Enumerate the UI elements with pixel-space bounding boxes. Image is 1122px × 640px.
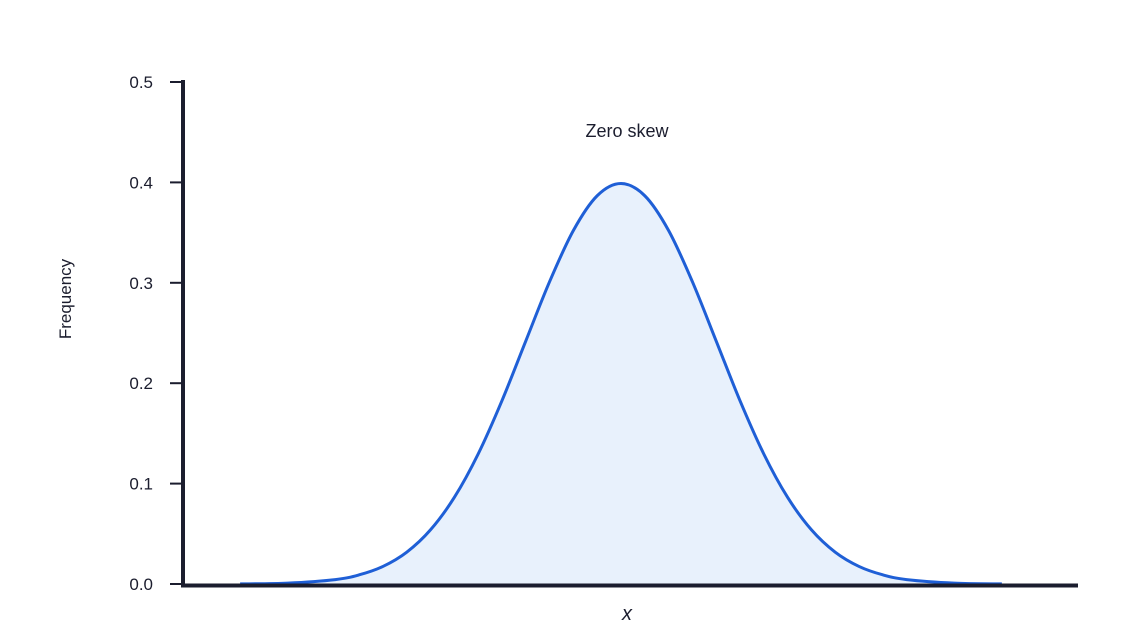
distribution-curve bbox=[240, 182, 1002, 586]
y-tick-label: 0.5 bbox=[129, 73, 153, 92]
y-ticks: 0.0 0.1 0.2 0.3 0.4 0.5 bbox=[129, 73, 183, 594]
distribution-area-fill bbox=[240, 183, 1002, 584]
y-tick-label: 0.4 bbox=[129, 173, 153, 192]
y-tick-label: 0.0 bbox=[129, 575, 153, 594]
area-layer bbox=[240, 182, 1002, 586]
axes: 0.0 0.1 0.2 0.3 0.4 0.5 bbox=[129, 73, 1078, 594]
y-tick-label: 0.1 bbox=[129, 475, 153, 494]
y-axis-label: Frequency bbox=[56, 258, 75, 339]
zero-skew-annotation: Zero skew bbox=[585, 121, 669, 141]
x-axis-label: x bbox=[621, 603, 633, 625]
y-tick-label: 0.2 bbox=[129, 374, 153, 393]
y-tick-label: 0.3 bbox=[129, 274, 153, 293]
